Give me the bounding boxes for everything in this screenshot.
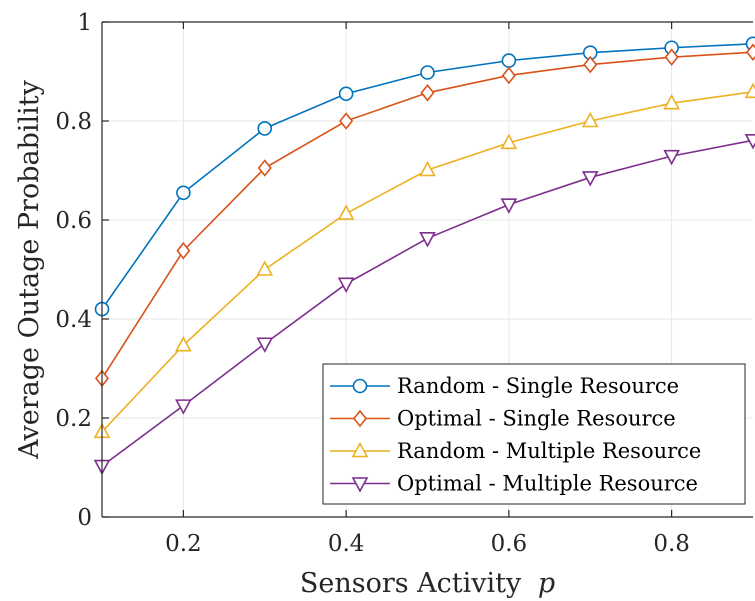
series-2 xyxy=(93,82,755,439)
series-3 xyxy=(93,134,755,476)
y-tick-label: 0.2 xyxy=(55,406,92,432)
y-tick-label: 0 xyxy=(77,505,92,531)
legend-box xyxy=(322,363,746,505)
legend-label: Random - Single Resource xyxy=(397,374,679,398)
series-2-point xyxy=(256,260,274,276)
series-3-point xyxy=(500,198,518,214)
series-2-point xyxy=(663,93,680,110)
series-3-point xyxy=(744,134,755,150)
x-tick-label: 0.2 xyxy=(165,531,202,557)
series-2-point xyxy=(419,160,436,177)
legend-item-0: Random - Single Resource xyxy=(330,374,679,398)
legend-item-3: Optimal - Multiple Resource xyxy=(330,472,698,496)
series-0-point xyxy=(257,121,273,136)
series-2-point xyxy=(500,133,518,150)
series-3-point xyxy=(175,399,192,415)
series-3-point xyxy=(419,232,436,248)
series-1-point xyxy=(257,159,272,177)
series-2-point xyxy=(581,111,599,128)
series-0-point xyxy=(176,185,191,201)
series-1-point xyxy=(339,112,354,130)
legend-swatch-marker xyxy=(351,441,369,458)
x-tick-label: 0.4 xyxy=(328,531,365,557)
x-tick-label: 0.8 xyxy=(653,531,690,557)
series-2-point xyxy=(175,336,192,352)
legend-swatch-marker xyxy=(352,409,368,428)
series-2-point xyxy=(337,204,355,220)
series-1-point xyxy=(583,55,598,74)
series-1-point xyxy=(501,66,516,85)
series-3-point xyxy=(581,171,599,187)
ticks: 0.2 0.4 0.6 0.8 0 0.2 0.4 0.6 0.8 1 xyxy=(55,10,689,557)
series-line-0 xyxy=(101,42,754,310)
y-axis-label: Average Outage Probability xyxy=(14,79,45,460)
legend-label: Optimal - Multiple Resource xyxy=(397,472,698,496)
legend-swatch-marker xyxy=(352,378,368,394)
series-0-point xyxy=(420,65,435,80)
series-3-point xyxy=(663,149,680,166)
series-3-point xyxy=(337,277,355,294)
axes xyxy=(101,21,753,518)
series-1-point xyxy=(176,241,191,260)
y-tick-label: 0.4 xyxy=(55,307,92,333)
y-tick-label: 0.8 xyxy=(55,109,92,135)
x-axis-label: Sensors Activity p xyxy=(300,568,555,599)
legend-swatch-marker xyxy=(351,477,369,493)
legend-item-1: Optimal - Single Resource xyxy=(330,407,676,431)
y-tick-label: 1 xyxy=(77,10,92,36)
series-1-point xyxy=(420,84,435,102)
series-0-point xyxy=(338,86,354,102)
series-1-point xyxy=(664,48,679,66)
series-0 xyxy=(94,36,755,317)
legend: Random - Single Resource Optimal - Single… xyxy=(322,363,746,505)
legend-label: Random - Multiple Resource xyxy=(397,439,701,463)
legend-item-2: Random - Multiple Resource xyxy=(330,439,701,463)
y-tick-label: 0.6 xyxy=(55,208,92,234)
series-0-point xyxy=(501,53,517,68)
x-tick-label: 0.6 xyxy=(491,531,528,557)
legend-label: Optimal - Single Resource xyxy=(397,407,676,431)
series-1-point xyxy=(745,43,755,61)
series-2-point xyxy=(744,82,755,99)
series-3-point xyxy=(256,337,274,353)
